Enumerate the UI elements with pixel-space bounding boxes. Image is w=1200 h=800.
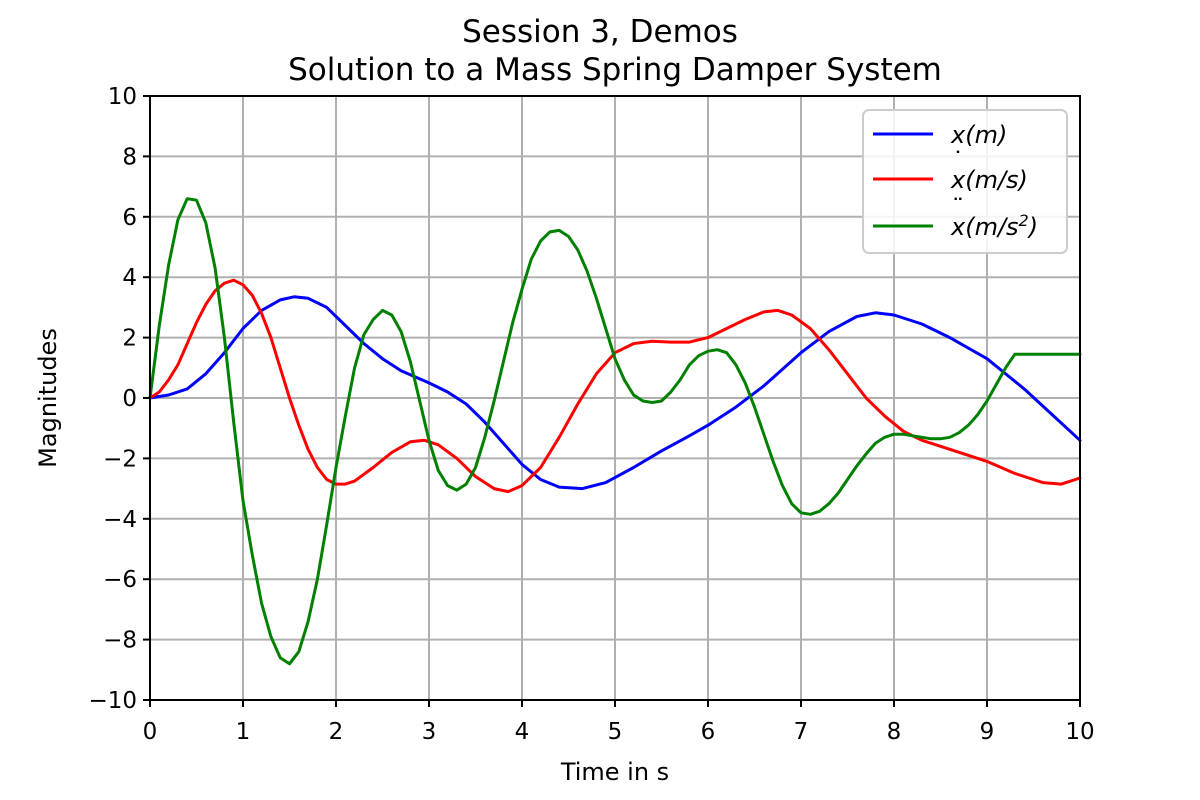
x-tick-label: 8 [887, 719, 902, 745]
y-tick-label: −6 [103, 567, 137, 593]
legend: x(m) x(m/s)˙ x(m/s2)¨ [862, 109, 1068, 254]
legend-derivative-dots-3: ¨ [952, 194, 964, 222]
x-tick-label: 1 [236, 719, 251, 745]
legend-box [862, 109, 1068, 254]
axis-ticks: 0 1 2 3 4 5 6 7 8 9 10 −10 −8 −6 −4 −2 0 2 4 6 8 10 [88, 84, 1094, 745]
series-line-2 [148, 278, 1082, 494]
x-tick-label: 5 [608, 719, 623, 745]
y-tick-label: 4 [122, 265, 137, 291]
legend-derivative-dots-2: ˙ [952, 147, 964, 175]
x-tick-label: 9 [980, 719, 995, 745]
x-tick-label: 10 [1065, 719, 1094, 745]
y-tick-label: −4 [103, 507, 137, 533]
x-axis-label: Time in s [560, 758, 669, 786]
y-tick-label: 2 [122, 326, 137, 352]
y-tick-label: 10 [108, 84, 137, 110]
y-tick-label: −8 [103, 628, 137, 654]
y-tick-label: 0 [122, 386, 137, 412]
y-tick-label: 6 [122, 205, 137, 231]
series-line-1 [148, 295, 1082, 491]
x-tick-label: 6 [701, 719, 716, 745]
legend-label-1: x(m) [950, 121, 1007, 149]
chart-subtitle: Solution to a Mass Spring Damper System [288, 52, 942, 88]
x-tick-label: 0 [143, 719, 158, 745]
legend-label-3: x(m/s2) [950, 211, 1038, 241]
chart-title: Session 3, Demos [462, 14, 738, 50]
series-line-3 [148, 197, 1082, 666]
x-tick-label: 2 [329, 719, 344, 745]
y-tick-label: 8 [122, 144, 137, 170]
x-tick-label: 7 [794, 719, 809, 745]
series-layer [148, 197, 1082, 666]
y-tick-label: −10 [88, 688, 137, 714]
legend-label-2: x(m/s) [950, 166, 1028, 194]
y-tick-label: −2 [103, 446, 137, 472]
y-axis-label: Magnitudes [34, 328, 62, 468]
x-tick-label: 4 [515, 719, 530, 745]
x-tick-label: 3 [422, 719, 437, 745]
